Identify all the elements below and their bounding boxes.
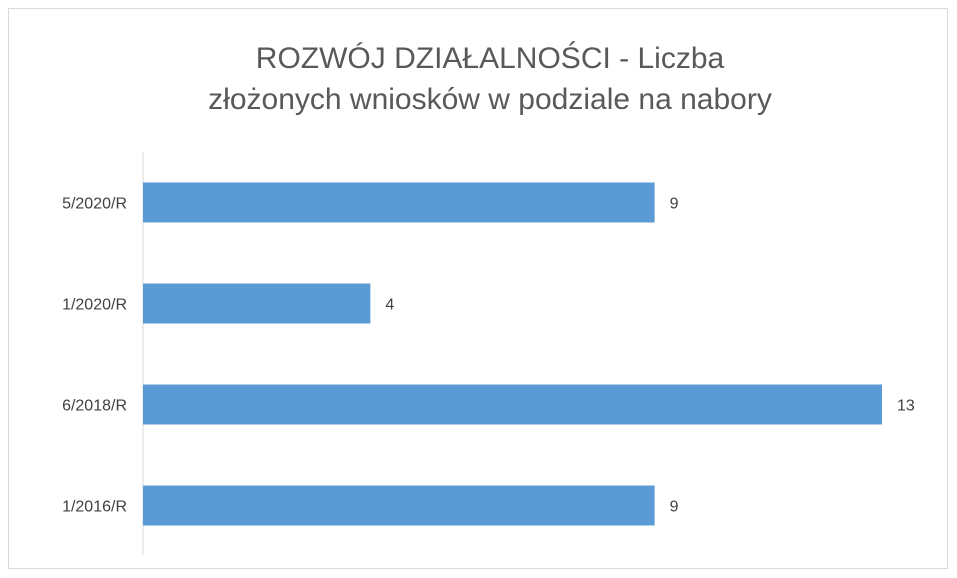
y-tick-label: 6/2018/R	[62, 398, 127, 415]
data-label: 13	[897, 398, 915, 415]
data-label: 4	[385, 297, 394, 314]
bar	[143, 384, 882, 425]
bar	[143, 485, 655, 526]
y-tick-label: 1/2020/R	[62, 297, 127, 314]
data-label: 9	[670, 196, 679, 213]
chart-title: ROZWÓJ DZIAŁALNOŚCI - Liczba złożonych w…	[208, 42, 772, 116]
chart-frame	[8, 8, 948, 569]
y-tick-label: 1/2016/R	[62, 499, 127, 516]
y-tick-label: 5/2020/R	[62, 196, 127, 213]
bar	[143, 283, 371, 324]
data-label: 9	[670, 499, 679, 516]
bar	[143, 182, 655, 223]
